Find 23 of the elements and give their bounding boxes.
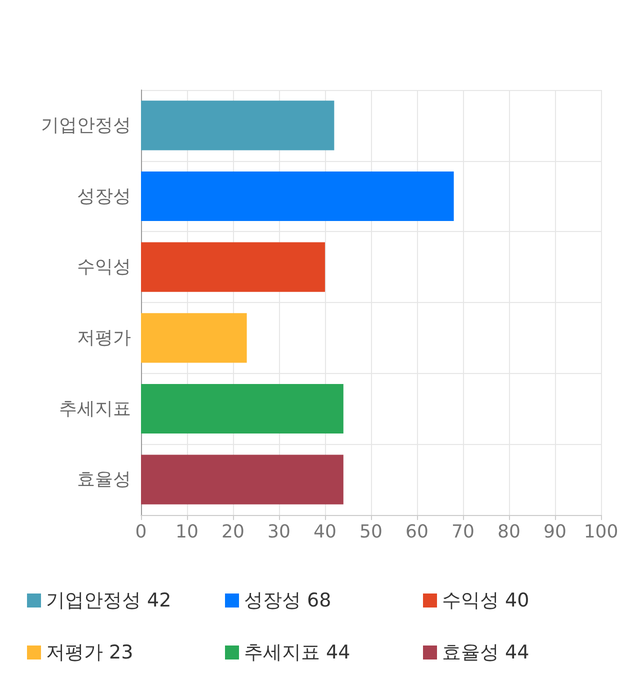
x-tick-label: 80 (498, 522, 520, 542)
legend-label: 추세지표 44 (244, 642, 350, 664)
y-tick-label: 효율성 (77, 469, 131, 490)
x-tick-label: 90 (544, 522, 566, 542)
y-tick-label: 기업안정성 (41, 114, 131, 136)
x-tick-label: 100 (584, 522, 618, 542)
x-tick-label: 40 (314, 522, 336, 542)
legend-label: 저평가 23 (46, 642, 134, 664)
legend-label: 성장성 68 (244, 590, 332, 612)
x-tick-label: 30 (268, 522, 290, 542)
x-tick-label: 0 (135, 522, 147, 542)
legend-label: 기업안정성 42 (46, 590, 172, 612)
y-tick-label: 수익성 (77, 256, 131, 278)
y-tick-label: 성장성 (77, 186, 131, 207)
legend-label: 수익성 40 (442, 590, 530, 612)
x-tick-label: 60 (406, 522, 428, 542)
y-tick-label: 저평가 (77, 327, 131, 348)
legend-label: 효율성 44 (442, 642, 530, 664)
x-tick-label: 50 (360, 522, 382, 542)
y-tick-label: 추세지표 (59, 398, 131, 420)
x-tick-label: 20 (222, 522, 244, 542)
x-tick-label: 10 (176, 522, 198, 542)
x-tick-label: 70 (452, 522, 474, 542)
